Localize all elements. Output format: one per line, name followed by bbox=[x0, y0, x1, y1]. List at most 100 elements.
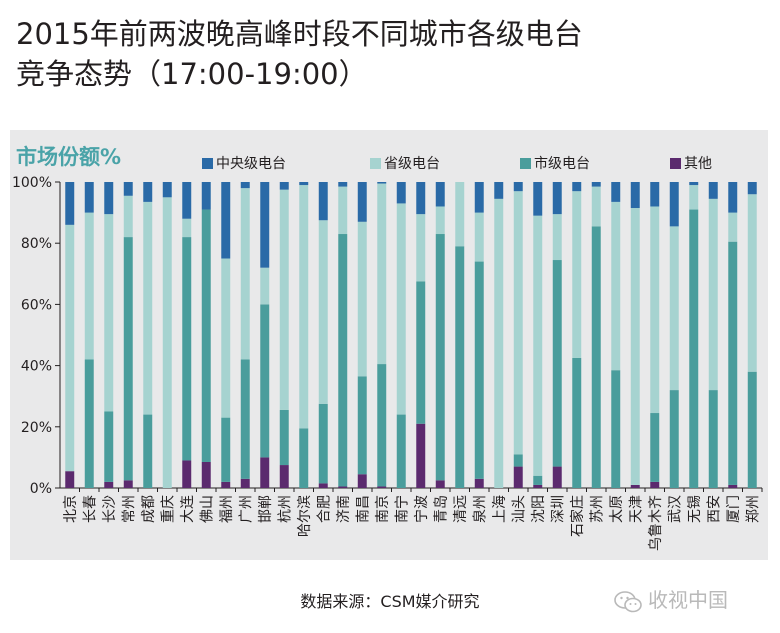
x-tick-label: 无锡 bbox=[687, 495, 703, 523]
x-tick-label: 清远 bbox=[453, 495, 469, 523]
bar-segment bbox=[611, 370, 621, 488]
bar-segment bbox=[240, 182, 250, 189]
bar-segment bbox=[650, 481, 660, 488]
chart-title: 2015年前两波晚高峰时段不同城市各级电台 竞争态势（17:00-19:00） bbox=[16, 14, 756, 94]
bar-segment bbox=[416, 214, 426, 282]
bar-segment bbox=[650, 206, 660, 414]
bar-segment bbox=[221, 258, 231, 418]
bar-segment bbox=[182, 237, 192, 461]
bar-segment bbox=[162, 197, 172, 489]
bar-segment bbox=[221, 481, 231, 488]
bar-segment bbox=[396, 414, 406, 488]
bar-segment bbox=[143, 414, 153, 488]
legend-item-provincial: 省级电台 bbox=[370, 153, 440, 173]
legend-swatch-municipal bbox=[520, 157, 531, 169]
legend-label-municipal: 市级电台 bbox=[534, 156, 590, 172]
bar-segment bbox=[104, 481, 114, 488]
bar-segment bbox=[65, 471, 75, 488]
bar-segment bbox=[689, 185, 699, 210]
x-tick-label: 南昌 bbox=[355, 495, 371, 523]
bar-segment bbox=[611, 182, 621, 202]
bar-segment bbox=[84, 182, 94, 213]
x-tick-label: 沈阳 bbox=[531, 495, 547, 523]
y-tick-label: 100% bbox=[12, 175, 52, 191]
bar-segment bbox=[396, 203, 406, 415]
bar-segment bbox=[630, 182, 640, 209]
bar-segment bbox=[299, 182, 309, 186]
bar-segment bbox=[104, 182, 114, 215]
legend-item-other: 其他 bbox=[670, 153, 712, 173]
x-tick-label: 广州 bbox=[238, 495, 254, 523]
bar-segment bbox=[669, 182, 679, 227]
bar-segment bbox=[104, 411, 114, 482]
bar-segment bbox=[474, 182, 484, 213]
bar-segment bbox=[572, 182, 582, 192]
bar-segment bbox=[533, 475, 543, 485]
bar-segment bbox=[299, 428, 309, 488]
x-tick-label: 宁波 bbox=[413, 495, 430, 523]
bar-segment bbox=[279, 409, 289, 466]
bar-segment bbox=[455, 246, 465, 488]
x-tick-label: 济南 bbox=[336, 495, 352, 523]
bar-segment bbox=[669, 226, 679, 391]
x-tick-label: 大连 bbox=[180, 495, 196, 523]
bar-segment bbox=[630, 208, 640, 485]
x-tick-label: 天津 bbox=[628, 495, 644, 523]
bar-segment bbox=[377, 183, 387, 365]
bar-segment bbox=[747, 194, 757, 372]
x-tick-label: 福州 bbox=[219, 495, 235, 523]
bar-segment bbox=[630, 484, 640, 488]
bar-segment bbox=[182, 182, 192, 219]
bar-segment bbox=[240, 188, 250, 360]
bar-segment bbox=[591, 186, 601, 227]
bar-segment bbox=[260, 267, 270, 305]
x-tick-label: 成都 bbox=[141, 495, 157, 523]
legend-item-municipal: 市级电台 bbox=[520, 153, 590, 173]
x-tick-label: 太原 bbox=[609, 495, 625, 523]
bar-segment bbox=[689, 209, 699, 489]
bar-segment bbox=[318, 182, 328, 221]
x-tick-label: 泉州 bbox=[471, 495, 488, 523]
bar-segment bbox=[201, 182, 211, 210]
bar-segment bbox=[396, 182, 406, 204]
y-tick-label: 40% bbox=[21, 359, 52, 375]
legend-label-central: 中央级电台 bbox=[216, 156, 286, 172]
legend-item-central: 中央级电台 bbox=[202, 153, 286, 173]
bar-segment bbox=[377, 364, 387, 487]
bar-segment bbox=[435, 182, 445, 207]
x-tick-label: 郑州 bbox=[745, 495, 761, 523]
bar-segment bbox=[123, 195, 133, 238]
bar-segment bbox=[182, 218, 192, 238]
bar-segment bbox=[182, 460, 192, 488]
bar-segment bbox=[123, 182, 133, 196]
bar-segment bbox=[279, 189, 289, 410]
bar-segment bbox=[474, 261, 484, 479]
x-tick-label: 长沙 bbox=[102, 495, 118, 523]
bar-segment bbox=[123, 237, 133, 481]
bar-segment bbox=[474, 212, 484, 262]
legend-swatch-other bbox=[670, 157, 681, 169]
bar-segment bbox=[728, 182, 738, 213]
bar-segment bbox=[221, 417, 231, 482]
x-tick-label: 重庆 bbox=[160, 495, 176, 523]
bar-segment bbox=[474, 478, 484, 488]
bar-segment bbox=[533, 484, 543, 488]
bar-segment bbox=[201, 209, 211, 462]
bar-segment bbox=[513, 191, 523, 455]
bar-segment bbox=[416, 281, 426, 424]
bar-segment bbox=[84, 212, 94, 360]
x-tick-label: 苏州 bbox=[589, 495, 605, 523]
bar-segment bbox=[708, 182, 718, 199]
bar-segment bbox=[611, 201, 621, 371]
watermark: 收视中国 bbox=[614, 584, 728, 613]
bar-segment bbox=[708, 198, 718, 391]
x-tick-label: 杭州 bbox=[277, 495, 293, 523]
bar-segment bbox=[650, 413, 660, 482]
bar-segment bbox=[299, 185, 309, 429]
bar-segment bbox=[552, 260, 562, 467]
bar-segment bbox=[240, 359, 250, 479]
bar-segment bbox=[689, 182, 699, 186]
bar-segment bbox=[318, 483, 328, 488]
bar-segment bbox=[143, 201, 153, 415]
x-tick-label: 南京 bbox=[375, 495, 391, 523]
